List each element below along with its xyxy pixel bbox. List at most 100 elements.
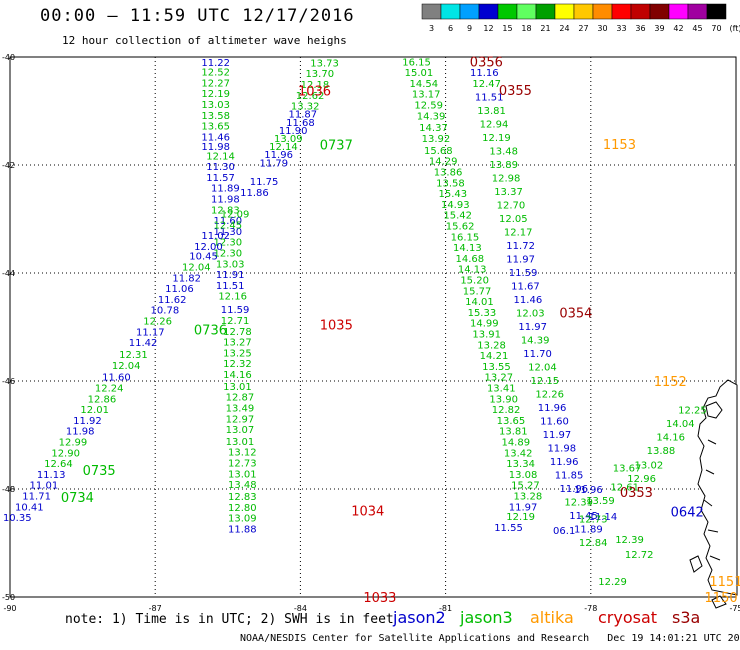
colorbar-label: 15 <box>502 24 512 33</box>
swh-value-jason3: 13.81 <box>477 106 506 117</box>
swh-value-jason3: 12.26 <box>143 317 172 328</box>
x-tick-label: -81 <box>439 604 452 613</box>
swh-value-jason2: 11.96 <box>538 403 567 414</box>
swh-value-jason3: 13.01 <box>223 382 252 393</box>
pass-label-s3a: 0356 <box>470 55 503 70</box>
colorbar-swatch <box>421 3 442 20</box>
swh-value-jason3: 12.17 <box>504 227 533 238</box>
swh-value-jason3: 12.98 <box>492 173 521 184</box>
swh-value-jason3: 12.30 <box>213 238 242 249</box>
swh-value-jason3: 14.39 <box>521 335 550 346</box>
swh-value-jason2: 11.55 <box>494 523 523 534</box>
swh-value-jason2: 11.89 <box>211 184 240 195</box>
swh-value-jason3: 13.73 <box>310 58 339 69</box>
pass-label-jason3: 0734 <box>61 491 94 506</box>
swh-value-jason3: 12.78 <box>223 327 252 338</box>
swh-value-jason3: 12.15 <box>530 376 559 387</box>
island-outline <box>689 555 703 573</box>
swh-value-jason3: 14.39 <box>417 111 446 122</box>
pass-label-cryosat: 1036 <box>298 84 331 99</box>
swh-value-jason2: 11.71 <box>22 491 51 502</box>
swh-value-jason3: 13.89 <box>489 160 518 171</box>
swh-value-jason2: 11.60 <box>102 373 131 384</box>
colorbar-swatch <box>706 3 727 20</box>
x-tick-label: -78 <box>584 604 597 613</box>
pass-label-s3a: 0355 <box>499 84 532 99</box>
swh-value-jason3: 12.18 <box>301 80 330 91</box>
legend-jason2: jason2 <box>393 608 446 627</box>
pass-label-s3a: 0354 <box>559 306 592 321</box>
swh-value-jason3: 13.70 <box>305 69 334 80</box>
swh-value-jason2: 11.75 <box>250 177 279 188</box>
colorbar-label: 45 <box>692 24 702 33</box>
x-tick-label: -75 <box>729 604 740 613</box>
pass-label-jason2: 0642 <box>671 506 704 521</box>
swh-value-jason2: 12.00 <box>194 242 223 253</box>
plot-frame <box>9 56 737 598</box>
swh-value-jason3: 15.62 <box>446 221 475 232</box>
swh-value-jason3: 12.45 <box>213 220 242 231</box>
swh-value-jason3: 13.32 <box>291 102 320 113</box>
swh-value-jason3: 13.48 <box>489 146 518 157</box>
colorbar-swatch <box>497 3 518 20</box>
colorbar-label: 21 <box>540 24 550 33</box>
swh-value-jason2: 11.67 <box>511 281 540 292</box>
legend-cryosat: cryosat <box>598 608 658 627</box>
swh-value-jason3: 13.90 <box>489 394 518 405</box>
y-tick-label: -46 <box>2 377 15 386</box>
swh-value-jason2: 10.41 <box>15 502 44 513</box>
legend-altika: altika <box>530 608 574 627</box>
swh-value-jason3: 14.13 <box>458 265 487 276</box>
colorbar-label: 30 <box>597 24 607 33</box>
swh-value-jason3: 12.52 <box>201 68 230 79</box>
swh-value-jason2: 11.79 <box>259 158 288 169</box>
swh-value-jason3: 12.80 <box>228 503 257 514</box>
swh-value-jason2: 10.78 <box>151 306 180 317</box>
swh-value-jason3: 13.65 <box>201 122 230 133</box>
colorbar-label: 9 <box>467 24 472 33</box>
swh-value-jason3: 14.21 <box>480 351 509 362</box>
swh-value-jason3: 16.15 <box>402 57 431 68</box>
y-tick-label: -42 <box>2 161 15 170</box>
swh-value-jason3: 12.29 <box>598 577 627 588</box>
swh-value-jason3: 13.28 <box>514 491 543 502</box>
footer-credit: NOAA/NESDIS Center for Satellite Applica… <box>240 633 740 644</box>
swh-value-jason3: 14.29 <box>429 157 458 168</box>
colorbar-label: 42 <box>673 24 683 33</box>
colorbar-swatch <box>668 3 689 20</box>
swh-value-jason3: 12.01 <box>80 405 109 416</box>
swh-value-jason3: 13.01 <box>226 437 255 448</box>
pass-label-altika: 1150 <box>705 591 738 606</box>
swh-value-jason3: 12.30 <box>213 248 242 259</box>
swh-value-jason3: 12.03 <box>516 308 545 319</box>
swh-value-jason3: 13.27 <box>485 373 514 384</box>
swh-value-jason3: 14.37 <box>419 123 448 134</box>
swh-value-jason3: 13.25 <box>223 348 252 359</box>
pass-label-cryosat: 1033 <box>363 591 396 606</box>
swh-value-jason3: 13.01 <box>228 469 257 480</box>
swh-value-jason3: 12.24 <box>95 383 124 394</box>
colorbar-label: 27 <box>578 24 588 33</box>
island-outline <box>705 401 723 419</box>
swh-value-jason2: 11.96 <box>264 150 293 161</box>
swh-value-jason2: 11.86 <box>240 188 269 199</box>
swh-value-jason3: 12.70 <box>497 200 526 211</box>
swh-value-jason3: 13.81 <box>499 427 528 438</box>
swh-value-jason2: 11.98 <box>211 194 240 205</box>
swh-value-jason3: 12.96 <box>627 474 656 485</box>
pass-label-jason3: 0735 <box>83 464 116 479</box>
swh-value-jason2: 11.72 <box>506 241 535 252</box>
colorbar-swatch <box>687 3 708 20</box>
swh-value-jason2: 11.60 <box>213 216 242 227</box>
colorbar-swatch <box>516 3 537 20</box>
swh-value-jason3: 13.67 <box>613 463 642 474</box>
swh-value-jason2: 11.59 <box>509 268 538 279</box>
swh-value-jason2: 11.46 <box>201 132 230 143</box>
swh-value-jason2: 11.98 <box>66 427 95 438</box>
pass-label-jason3: 0736 <box>194 324 227 339</box>
swh-value-jason2: 11.96 <box>550 457 579 468</box>
colorbar-swatch <box>459 3 480 20</box>
swh-value-jason2: 11.97 <box>506 254 535 265</box>
swh-value-jason3: 15.01 <box>405 68 434 79</box>
swh-value-jason3: 12.09 <box>221 210 250 221</box>
